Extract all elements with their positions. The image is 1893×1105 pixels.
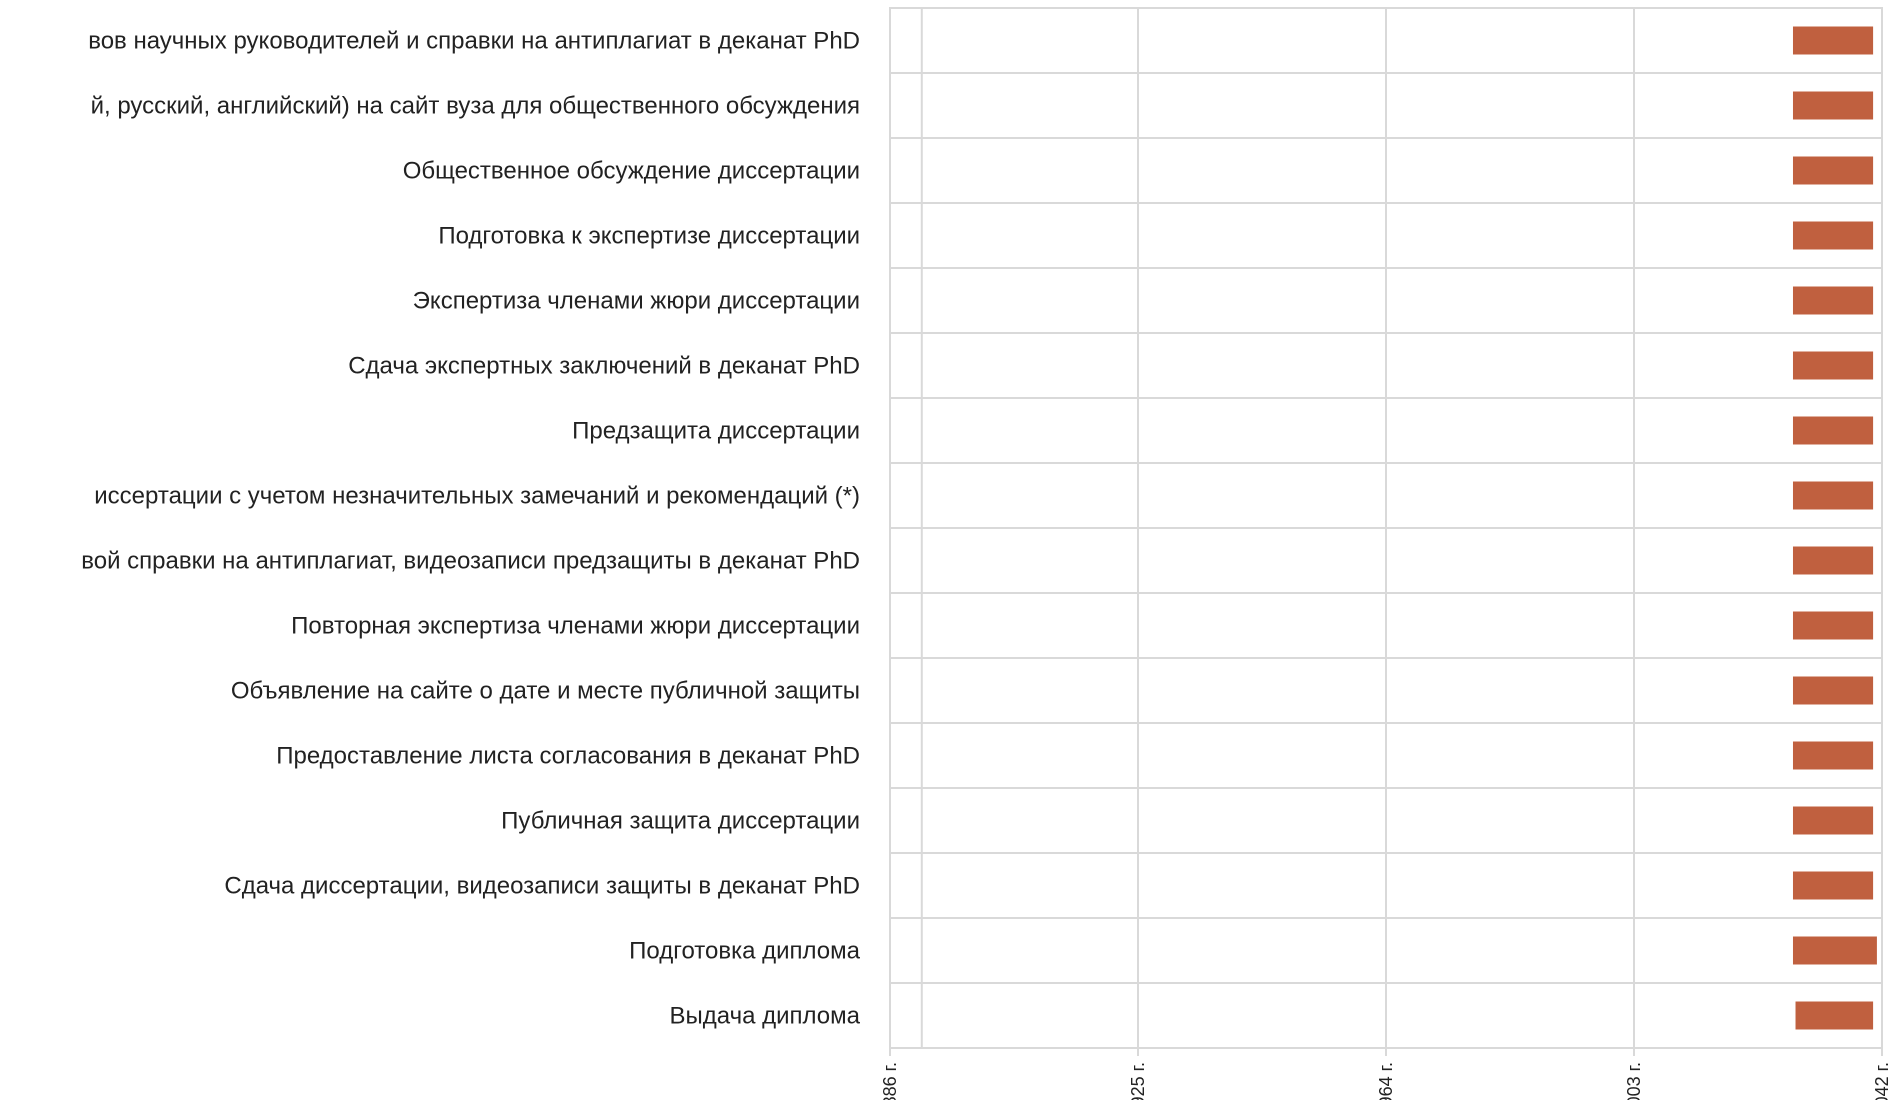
category-label: Повторная экспертиза членами жюри диссер… [291,613,860,640]
task-bar [1795,1001,1874,1030]
task-bar [1792,26,1874,55]
task-bar [1792,741,1874,770]
category-labels: вов научных руководителей и справки на а… [81,28,860,1030]
category-label: вов научных руководителей и справки на а… [88,28,860,55]
category-label: Общественное обсуждение диссертации [403,158,860,185]
task-bar [1792,351,1874,380]
x-tick-label: 964 г. [1376,1062,1396,1100]
category-label: Выдача диплома [670,1003,861,1030]
category-label: Предзащита диссертации [572,418,860,445]
category-label: Подготовка диплома [629,938,861,965]
task-bar [1792,156,1874,185]
task-bar [1792,221,1874,250]
category-label: Сдача экспертных заключений в деканат Ph… [348,353,860,380]
task-bar [1792,936,1877,965]
x-tick-label: 042 г. [1872,1062,1892,1100]
category-label: Объявление на сайте о дате и месте публи… [231,678,860,705]
task-bar [1792,481,1874,510]
x-tick-label: 003 г. [1624,1062,1644,1100]
x-tick-label: 886 г. [880,1062,900,1100]
task-bar [1792,546,1874,575]
x-tick-labels: 886 г. 925 г. 964 г. 003 г. 042 г. [880,1048,1892,1105]
grid-layer [890,8,1883,1048]
category-label: Подготовка к экспертизе диссертации [438,223,860,250]
task-bar [1792,91,1874,120]
category-label: й, русский, английский) на сайт вуза для… [91,93,860,120]
task-bar [1792,611,1874,640]
category-label: Сдача диссертации, видеозаписи защиты в … [224,873,860,900]
category-label: Публичная защита диссертации [501,808,860,835]
category-label: Предоставление листа согласования в дека… [276,743,860,770]
category-label: вой справки на антиплагиат, видеозаписи … [81,548,860,575]
category-label: иссертации с учетом незначительных замеч… [94,483,860,510]
task-bar [1792,806,1874,835]
x-tick-label: 925 г. [1128,1062,1148,1100]
bar-layer [1792,26,1877,1030]
task-bar [1792,286,1874,315]
category-label: Экспертиза членами жюри диссертации [413,288,860,315]
task-bar [1792,676,1874,705]
task-bar [1792,416,1874,445]
task-bar [1792,871,1874,900]
